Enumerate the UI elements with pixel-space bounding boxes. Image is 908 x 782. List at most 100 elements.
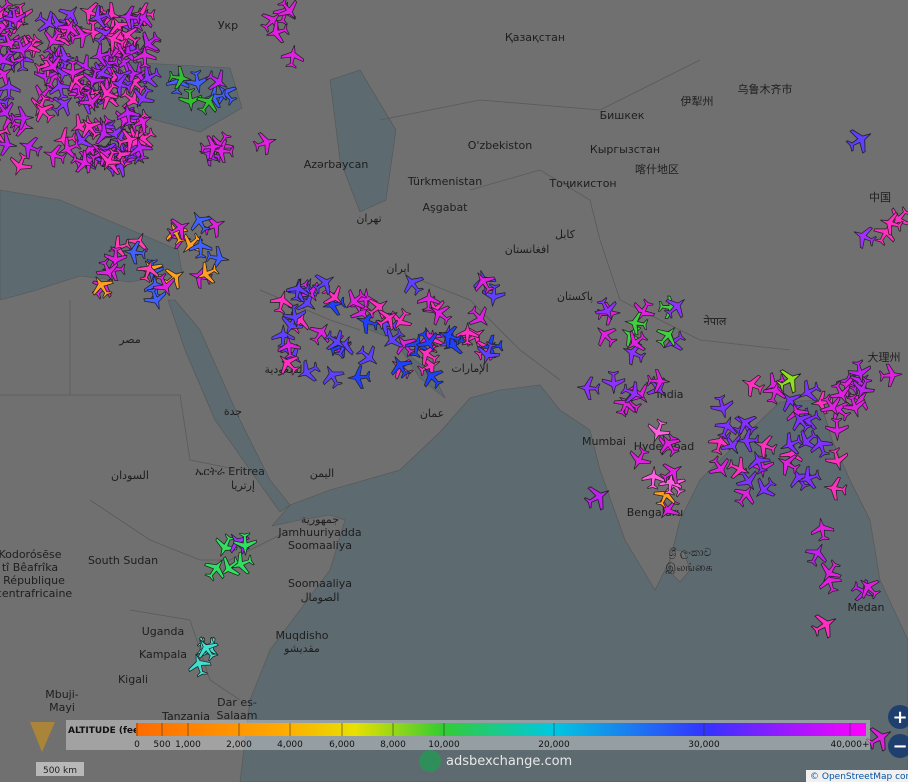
zoom-out[interactable]: −	[888, 734, 908, 758]
zoom-out-label[interactable]: −	[892, 736, 907, 757]
aircraft	[655, 327, 676, 349]
place-label: India	[657, 388, 684, 401]
place-label: Aşgabat	[422, 201, 468, 214]
zoom-in-button[interactable]	[888, 705, 908, 729]
place-label: کابل	[555, 228, 576, 241]
aircraft	[204, 69, 228, 91]
aircraft	[710, 394, 734, 419]
attribution: © OpenStreetMap con	[810, 772, 908, 782]
place-label: Uganda	[142, 625, 184, 638]
place-label: Қазақстан	[505, 31, 565, 44]
legend-tick-label: 10,000	[428, 740, 460, 750]
place-label: இலங்கை	[666, 561, 713, 574]
aircraft	[311, 274, 334, 296]
aircraft	[188, 235, 213, 259]
aircraft	[847, 359, 872, 384]
place-label: Azərbaycan	[304, 158, 369, 171]
place-label: 乌鲁木齐市	[738, 82, 793, 96]
aircraft	[620, 380, 644, 404]
aircraft	[792, 411, 813, 434]
aircraft	[880, 212, 904, 236]
place-label: Тоҷикистон	[548, 177, 616, 190]
aircraft	[384, 327, 406, 348]
zoom-in[interactable]: +	[888, 705, 908, 729]
aircraft	[190, 211, 213, 235]
aircraft	[103, 29, 128, 53]
aircraft	[417, 344, 440, 367]
legend-tick-label: 30,000	[688, 740, 720, 750]
place-label: الإمارات	[451, 362, 488, 375]
place-label: جدة	[224, 405, 242, 418]
aircraft	[741, 374, 766, 398]
aircraft	[166, 218, 190, 241]
aircraft	[714, 416, 738, 441]
aircraft	[123, 241, 147, 265]
aircraft	[810, 434, 834, 459]
place-label: عمان	[420, 407, 444, 420]
aircraft	[10, 106, 34, 130]
aircraft	[626, 330, 649, 351]
aircraft	[853, 226, 878, 250]
aircraft	[762, 381, 786, 405]
aircraft	[188, 653, 212, 678]
legend-tick-label: 20,000	[538, 740, 570, 750]
aircraft	[819, 570, 843, 595]
altitude-legend: ALTITUDE (feet) 0 500 1,000 2,000 4,000 6,000…	[66, 720, 870, 750]
place-label: Кыргызстан	[590, 143, 660, 156]
aircraft	[601, 370, 626, 394]
aircraft	[845, 129, 872, 154]
zoom-in-label[interactable]: +	[892, 707, 907, 728]
aircraft	[659, 463, 682, 485]
aircraft	[726, 456, 750, 479]
place-label: Kodorósēse	[0, 548, 62, 561]
aircraft	[663, 298, 685, 319]
aircraft	[196, 93, 218, 116]
aircraft	[810, 517, 835, 542]
aircraft	[322, 365, 345, 389]
place-label: centrafricaine	[0, 587, 72, 600]
place-label: ශ්‍රී ලංකාව	[668, 546, 711, 560]
aircraft	[823, 477, 848, 501]
aircraft	[403, 274, 425, 296]
aircraft	[252, 132, 277, 156]
aircraft	[61, 59, 85, 83]
aircraft	[708, 455, 729, 478]
aircraft	[50, 96, 73, 117]
aircraft	[233, 532, 257, 556]
island	[669, 547, 691, 583]
aircraft	[2, 6, 27, 30]
place-label: Укр	[218, 19, 238, 32]
aircraft	[798, 407, 822, 430]
aircraft	[647, 418, 671, 443]
aircraft	[323, 329, 346, 351]
place-label: Tanzania	[161, 710, 210, 723]
aircraft	[30, 93, 53, 117]
aircraft	[152, 272, 176, 297]
aircraft	[438, 325, 463, 349]
place-label: Mbuji-	[45, 688, 79, 701]
place-label: ایران	[386, 262, 409, 275]
aircraft	[629, 446, 652, 470]
place-label: République	[3, 574, 65, 587]
place-label: Jamhuuriyadda	[277, 526, 361, 539]
place-label: مقديشو	[283, 642, 320, 655]
aircraft	[646, 369, 670, 393]
aircraft	[34, 10, 57, 32]
aircraft	[733, 485, 755, 508]
aircraft	[285, 278, 310, 303]
aircraft	[819, 393, 841, 416]
aircraft	[810, 614, 837, 639]
aircraft	[659, 434, 681, 458]
place-label: اليمن	[310, 467, 334, 480]
aircraft	[277, 335, 302, 360]
aircraft	[82, 66, 106, 90]
place-label: مصر	[118, 333, 141, 346]
aircraft	[308, 323, 330, 346]
aircraft	[583, 486, 610, 511]
aircraft-layer	[0, 0, 908, 752]
aircraft	[355, 345, 378, 366]
zoom-out-button[interactable]	[888, 734, 908, 758]
aircraft	[276, 0, 298, 20]
legend-bar	[136, 723, 866, 736]
